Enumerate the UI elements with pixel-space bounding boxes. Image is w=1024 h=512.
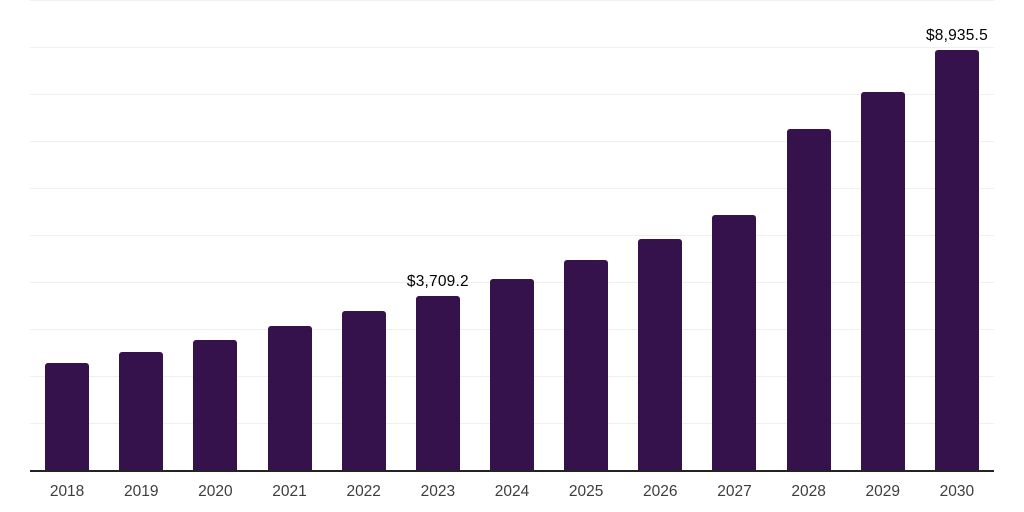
bar-2029 [860,91,905,470]
gridline-10000 [30,0,994,1]
x-tick-label-2020: 2020 [198,483,233,500]
x-tick-label-2028: 2028 [791,483,826,500]
bar-2025 [564,259,609,470]
x-tick-label-2029: 2029 [865,483,901,500]
gridline-6000 [30,188,994,189]
gridline-5000 [30,235,994,236]
bar-2024 [490,279,534,470]
bar-2019 [119,352,164,470]
bar-2028 [786,129,831,470]
bar-2027 [712,214,757,470]
bar-2018 [45,363,90,470]
x-tick-label-2027: 2027 [717,483,752,500]
bar-2021 [267,325,312,470]
x-tick-label-2030: 2030 [939,483,975,500]
x-axis-line [30,470,994,472]
bar-2022 [341,311,386,470]
x-tick-label-2024: 2024 [494,483,530,500]
x-tick-label-2025: 2025 [568,483,604,500]
x-tick-label-2018: 2018 [49,483,85,500]
x-tick-label-2021: 2021 [272,483,307,500]
gridline-9000 [30,47,994,48]
plot-area: $3,709.2 $8,935.5 [30,0,994,472]
x-tick-label-2026: 2026 [643,483,678,500]
x-tick-label-2019: 2019 [123,483,159,500]
gridline-7000 [30,141,994,142]
value-label-2023: $3,709.2 [406,272,469,290]
bar-2020 [193,340,238,470]
bar-2023 [415,295,460,470]
bar-2030 [934,50,979,470]
value-label-2030: $8,935.5 [925,27,988,45]
gridline-8000 [30,94,994,95]
x-tick-label-2022: 2022 [346,483,381,500]
x-tick-label-2023: 2023 [420,483,456,500]
bar-2026 [638,239,683,470]
